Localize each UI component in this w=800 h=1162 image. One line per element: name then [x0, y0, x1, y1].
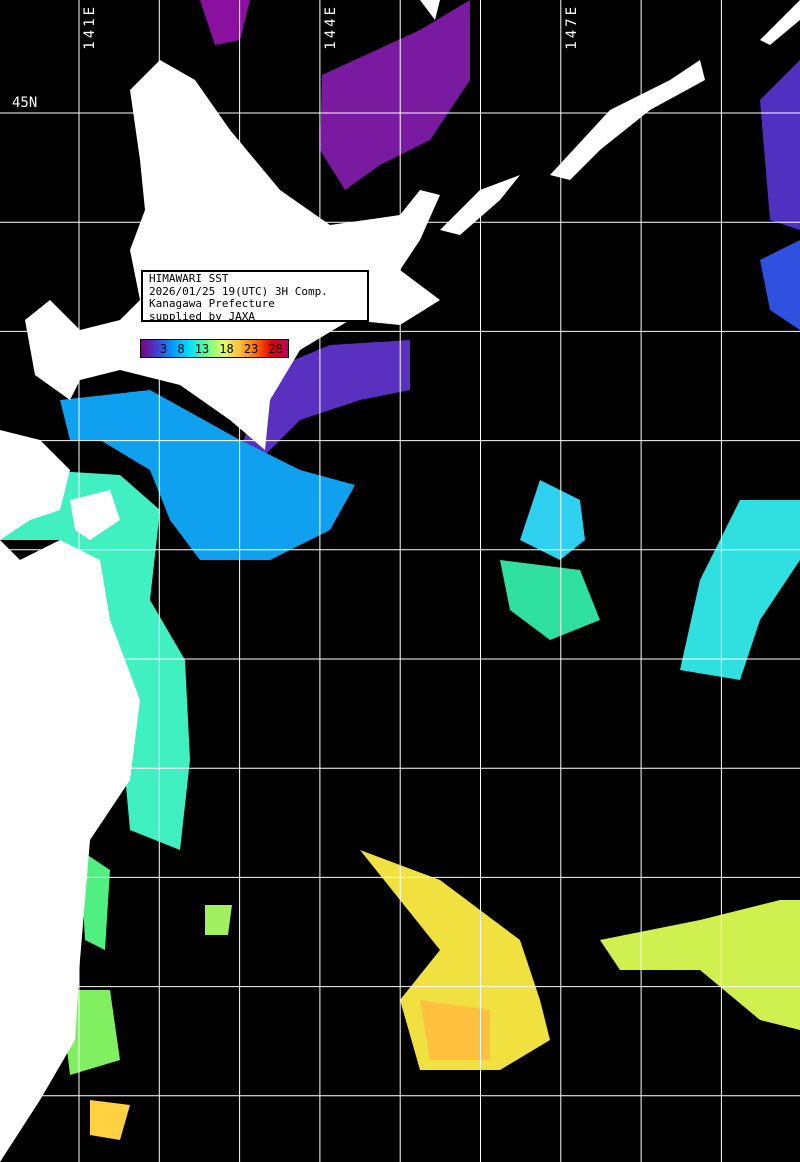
sst-patch-small-green: [205, 905, 232, 935]
shimokita: [70, 490, 120, 540]
colorbar-tick: 18: [219, 341, 234, 356]
honshu: [0, 430, 70, 540]
lon-label-144e: 144E: [323, 4, 339, 50]
sst-patch-okhotsk-purple: [320, 0, 470, 190]
sst-patch-tsugaru: [0, 470, 190, 850]
info-supplier: supplied by JAXA: [149, 309, 255, 323]
lon-label-147e: 147E: [564, 4, 580, 50]
sst-patch-coast-green: [80, 850, 110, 950]
iturup: [550, 60, 705, 180]
info-source: Kanagawa Prefecture: [149, 297, 275, 310]
sst-patch-east-blue: [760, 240, 800, 330]
colorbar-tick: 13: [194, 341, 210, 356]
colorbar-tick: 3: [160, 341, 168, 356]
honshu-main: [0, 540, 140, 1162]
colorbar-tick: 23: [243, 341, 259, 356]
sakhalin-tip: [420, 0, 440, 20]
sst-patch-east-cyan: [680, 500, 800, 680]
sst-patch-south-yellow: [90, 1100, 130, 1140]
info-datetime: 2026/01/25 19(UTC) 3H Comp.: [149, 284, 328, 298]
sst-patch-east-yellow: [600, 900, 800, 1030]
hokkaido: [25, 60, 440, 450]
sst-patch-mid-green: [500, 560, 600, 640]
colorbar-tick: 28: [268, 341, 283, 356]
sst-patch-south-orange: [420, 1000, 490, 1060]
info-box: HIMAWARI SST 2026/01/25 19(UTC) 3H Comp.…: [141, 270, 369, 322]
sst-patch-kuril-cyan: [520, 480, 585, 560]
sst-patch-north-purple: [200, 0, 250, 45]
lon-label-141e: 141E: [82, 4, 98, 50]
info-title: HIMAWARI SST: [149, 272, 229, 285]
urup: [760, 0, 800, 45]
sst-patch-east-purple: [760, 60, 800, 230]
colorbar-tick: 8: [177, 341, 185, 356]
colorbar: 3 8 13 18 23 28: [140, 339, 289, 358]
sst-patch-kuroshio-yellow: [360, 850, 550, 1070]
lat-label-45n: 45N: [12, 95, 38, 111]
sst-patch-pacific-blue: [60, 390, 355, 560]
